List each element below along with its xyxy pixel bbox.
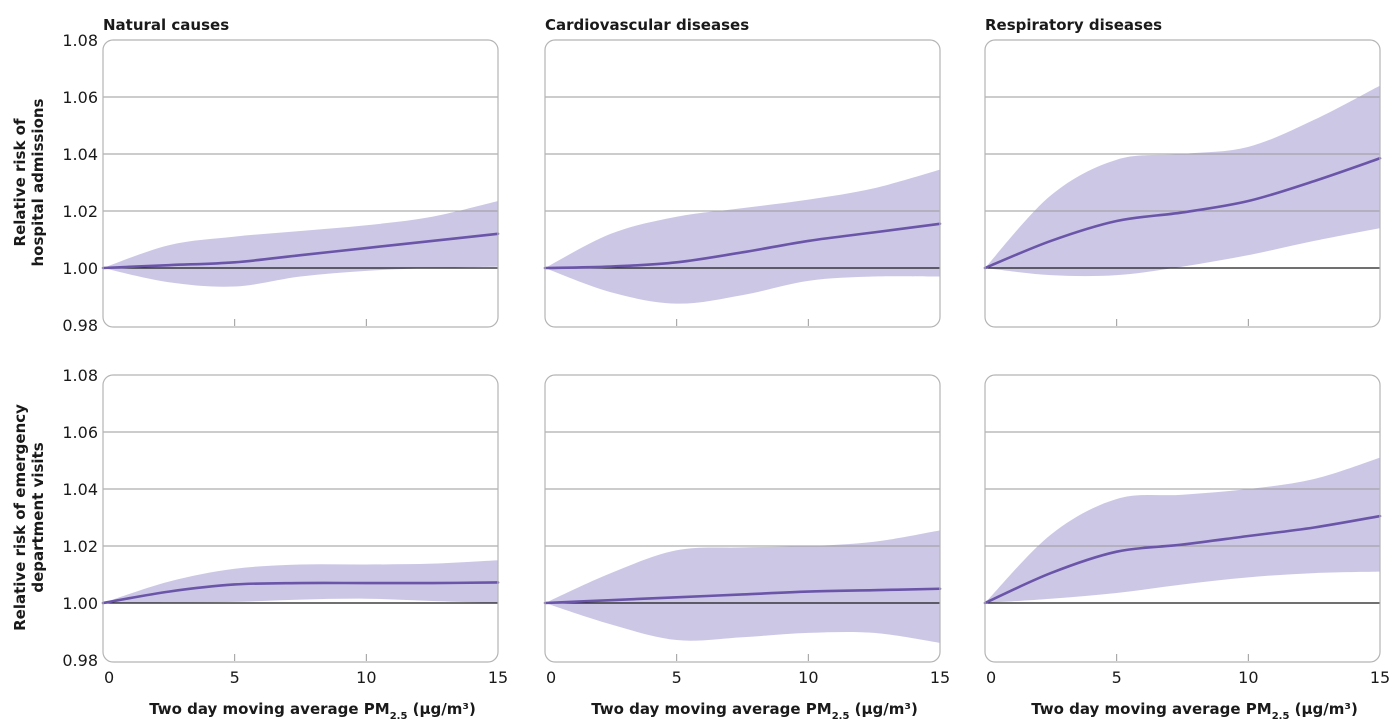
x-tick-label: 15	[1370, 668, 1390, 687]
panel-frame	[984, 39, 1381, 328]
panel-r1-c2	[983, 374, 1382, 663]
confidence-band	[103, 201, 498, 287]
estimate-line	[101, 232, 500, 270]
x-tick-label: 5	[672, 668, 682, 687]
x-axis-label-subscript: 2.5	[1272, 711, 1290, 720]
x-axis-label-subscript: 2.5	[832, 711, 850, 720]
x-axis-label-main: Two day moving average PM	[149, 700, 390, 718]
panel-r1-c0	[101, 374, 500, 663]
x-axis-label-subscript: 2.5	[390, 711, 408, 720]
panels-layer	[101, 39, 1382, 663]
x-tick-label: 0	[104, 668, 114, 687]
x-tick-label: 15	[930, 668, 950, 687]
confidence-band	[545, 530, 940, 643]
panel-r0-c2	[983, 39, 1382, 328]
panel-r1-c1	[543, 374, 942, 663]
y-axis-label: Relative risk of emergency department vis…	[11, 404, 47, 631]
confidence-band	[985, 457, 1380, 603]
y-tick-label: 0.98	[62, 651, 98, 670]
y-axis-label: Relative risk of hospital admissions	[11, 98, 47, 266]
estimate-line	[101, 581, 500, 605]
confidence-band	[985, 85, 1380, 277]
x-axis-label-main: Two day moving average PM	[1031, 700, 1272, 718]
x-tick-label: 15	[488, 668, 508, 687]
estimate-line	[983, 514, 1382, 605]
y-tick-label: 1.00	[62, 594, 98, 613]
x-axis-label-unit: (µg/m³)	[407, 700, 475, 718]
y-tick-label: 1.06	[62, 423, 98, 442]
x-axis-label-unit: (µg/m³)	[1289, 700, 1357, 718]
panel-r0-c1	[543, 39, 942, 328]
y-tick-label: 1.06	[62, 88, 98, 107]
x-tick-label: 10	[1238, 668, 1258, 687]
y-axis-label-line: Relative risk of	[11, 118, 29, 246]
x-axis-label-main: Two day moving average PM	[591, 700, 832, 718]
panel-title: Natural causes	[103, 16, 229, 34]
x-axis-label: Two day moving average PM2.5 (µg/m³)	[1031, 700, 1358, 720]
x-tick-label: 5	[1112, 668, 1122, 687]
estimate-line	[543, 222, 942, 270]
y-tick-label: 1.04	[62, 145, 98, 164]
panel-frame	[984, 374, 1381, 663]
estimate-line	[543, 587, 942, 605]
panel-frame	[544, 374, 941, 663]
y-tick-label: 1.08	[62, 366, 98, 385]
panel-title: Respiratory diseases	[985, 16, 1162, 34]
estimate-line	[983, 156, 1382, 270]
confidence-band	[545, 169, 940, 304]
y-tick-label: 1.04	[62, 480, 98, 499]
y-tick-label: 1.08	[62, 31, 98, 50]
x-axis-label-unit: (µg/m³)	[849, 700, 917, 718]
panel-title: Cardiovascular diseases	[545, 16, 749, 34]
y-tick-label: 1.00	[62, 259, 98, 278]
y-tick-label: 1.02	[62, 537, 98, 556]
x-tick-label: 10	[798, 668, 818, 687]
panel-frame	[102, 39, 499, 328]
x-tick-label: 0	[546, 668, 556, 687]
x-tick-label: 5	[230, 668, 240, 687]
labels-layer: Natural causes Cardiovascular diseases Res…	[11, 16, 1390, 720]
panel-frame	[544, 39, 941, 328]
y-axis-label-line: department visits	[29, 442, 47, 592]
panel-frame	[102, 374, 499, 663]
y-axis-label-line: Relative risk of emergency	[11, 404, 29, 631]
confidence-band	[103, 560, 498, 603]
panel-r0-c0	[101, 39, 500, 328]
x-axis-label: Two day moving average PM2.5 (µg/m³)	[149, 700, 476, 720]
y-tick-label: 0.98	[62, 316, 98, 335]
x-tick-label: 10	[356, 668, 376, 687]
x-axis-label: Two day moving average PM2.5 (µg/m³)	[591, 700, 918, 720]
x-tick-label: 0	[986, 668, 996, 687]
y-axis-label-line: hospital admissions	[29, 98, 47, 266]
y-tick-label: 1.02	[62, 202, 98, 221]
